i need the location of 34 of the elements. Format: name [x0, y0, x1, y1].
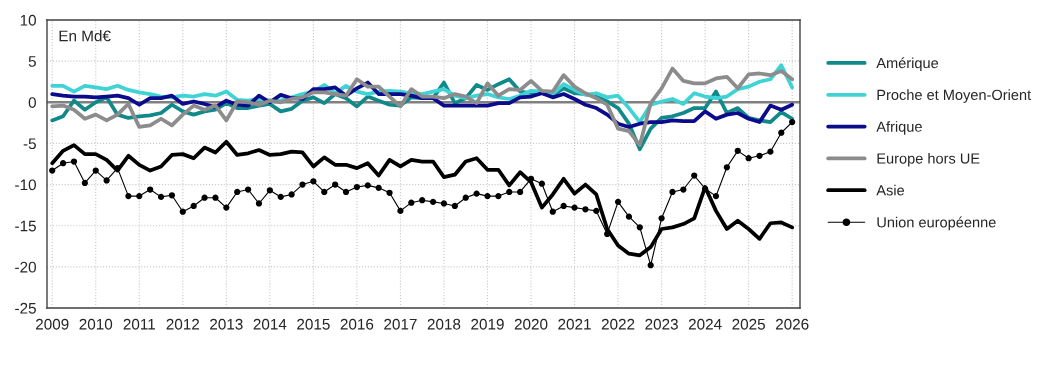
x-tick-label: 2026	[775, 318, 809, 330]
x-tick-label: 2012	[166, 318, 200, 330]
legend-label: Proche et Moyen-Orient	[877, 89, 1032, 103]
y-tick-label: 0	[28, 97, 36, 108]
legend-label: Amérique	[876, 57, 939, 72]
x-tick-label: 2019	[471, 318, 504, 330]
x-tick-label: 2017	[384, 318, 417, 330]
x-tick-label: 2014	[253, 318, 287, 330]
y-tick-label: -5	[23, 138, 36, 150]
x-tick-label: 2015	[297, 318, 330, 330]
x-tick-label: 2010	[79, 318, 113, 330]
x-tick-label: 2011	[123, 318, 155, 330]
annotation: En Md€	[59, 30, 111, 42]
x-tick-label: 2016	[340, 318, 374, 330]
legend-label: Europe hors UE	[877, 152, 980, 167]
legend-label: Asie	[876, 184, 905, 196]
x-tick-label: 2018	[427, 318, 461, 330]
x-tick-label: 2013	[210, 318, 243, 330]
legend-label: Afrique	[876, 121, 922, 135]
line-series	[50, 66, 795, 147]
y-tick-label: -25	[15, 302, 36, 314]
y-tick-label: -15	[15, 220, 36, 232]
x-tick-label: 2025	[732, 318, 765, 330]
x-tick-label: 2009	[36, 318, 69, 330]
y-tick-label: -10	[15, 179, 36, 191]
y-tick-label: 5	[28, 56, 36, 67]
x-tick-label: 2024	[688, 318, 722, 330]
y-tick-label: 10	[20, 14, 36, 26]
x-tick-label: 2023	[645, 318, 678, 330]
x-tick-label: 2022	[601, 318, 635, 330]
x-tick-label: 2021	[558, 318, 591, 330]
y-tick-label: -20	[15, 261, 36, 273]
legend-label: Union européenne	[877, 216, 996, 231]
x-tick-label: 2020	[514, 318, 548, 330]
